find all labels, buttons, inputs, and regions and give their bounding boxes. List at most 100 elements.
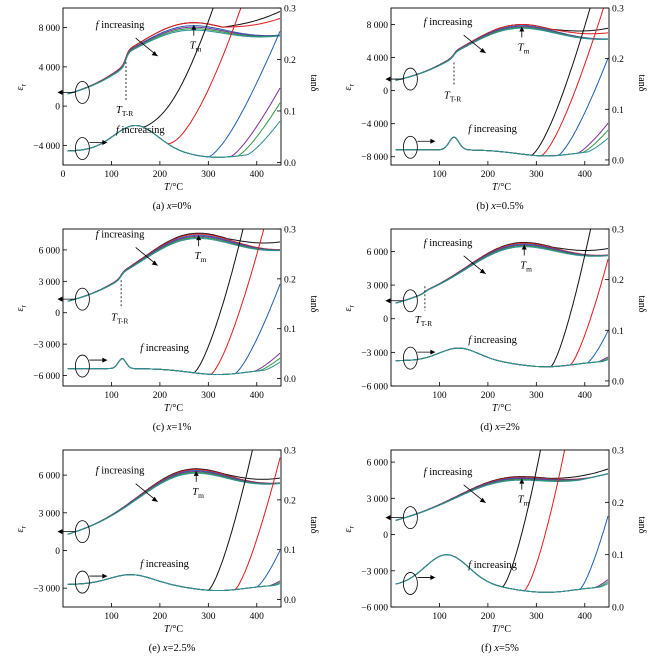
arrow-head bbox=[57, 296, 63, 302]
eps-series-line bbox=[67, 470, 281, 535]
eps-series-line bbox=[67, 29, 281, 95]
tan-curve-marker bbox=[402, 572, 418, 595]
x-tick-label: 400 bbox=[250, 391, 265, 401]
y-left-tick-label: 4 000 bbox=[367, 54, 389, 64]
y-right-tick-label: 0.1 bbox=[284, 546, 296, 556]
eps-series-line bbox=[67, 472, 281, 535]
eps-curve-marker bbox=[74, 287, 90, 311]
x-tick-label: 200 bbox=[153, 170, 168, 180]
curves-group bbox=[395, 450, 609, 593]
tan-curve-marker bbox=[74, 354, 90, 378]
y-left-tick-label: 6 000 bbox=[39, 246, 61, 256]
y-left-tick-label: 6 000 bbox=[367, 459, 389, 469]
y-right-tick-label: 0.1 bbox=[612, 106, 624, 116]
arrow-head bbox=[196, 235, 202, 241]
tm-label: Tm bbox=[192, 487, 204, 500]
plot-frame bbox=[62, 449, 282, 608]
y-left-axis-label: εr bbox=[343, 305, 356, 312]
y-right-tick-label: 0.2 bbox=[612, 55, 624, 65]
y-right-tick-label: 0.0 bbox=[612, 377, 624, 387]
tan-curve-marker bbox=[74, 570, 90, 594]
f-increasing-label: f increasing bbox=[96, 466, 145, 477]
arrow-head bbox=[385, 76, 391, 82]
tan-curve-marker bbox=[74, 137, 90, 160]
arrow-head bbox=[191, 24, 197, 30]
plot-frame bbox=[62, 228, 282, 387]
curves-group bbox=[395, 8, 609, 157]
eps-series-line bbox=[67, 26, 281, 95]
y-right-tick-label: 0.3 bbox=[284, 447, 296, 457]
y-right-tick-label: 0.3 bbox=[612, 447, 624, 457]
x-tick-label: 200 bbox=[481, 391, 496, 401]
curves-group bbox=[67, 229, 281, 375]
plot-frame bbox=[62, 7, 282, 166]
x-tick-label: 200 bbox=[153, 612, 168, 622]
x-tick-label: 100 bbox=[104, 612, 119, 622]
y-left-axis-label: εr bbox=[15, 305, 28, 312]
y-right-axis-label: tanδ bbox=[308, 296, 319, 313]
eps-series-line bbox=[67, 469, 281, 535]
chart-panel: 100 200 300 400 −3 000 0 3 000 6 000 0.0 0.1 0.2 0.… bbox=[15, 447, 319, 655]
arrow-head bbox=[385, 298, 391, 304]
arrow-head bbox=[57, 529, 63, 535]
x-tick-label: 300 bbox=[201, 612, 216, 622]
tan-curve-marker bbox=[402, 346, 418, 370]
y-right-tick-label: 0.0 bbox=[284, 596, 296, 606]
y-left-tick-label: −4 000 bbox=[33, 142, 60, 152]
tan-curve-marker bbox=[402, 135, 418, 159]
f-increasing-label: f increasing bbox=[116, 125, 165, 136]
chart-panel: 100 200 300 400 −6 000 −3 000 0 3 000 6 000 0.0 0.… bbox=[15, 226, 319, 434]
ttr-label: TT-R bbox=[444, 91, 461, 104]
tm-label: Tm bbox=[190, 41, 202, 54]
y-left-tick-label: 0 bbox=[383, 87, 388, 97]
tan-series-line bbox=[395, 450, 566, 592]
f-increasing-label: f increasing bbox=[140, 559, 189, 570]
y-left-axis-label: εr bbox=[343, 526, 356, 533]
y-right-axis-label: tanδ bbox=[308, 517, 319, 534]
arrow-head bbox=[151, 496, 158, 502]
tan-series-line bbox=[67, 358, 281, 375]
y-right-tick-label: 0.1 bbox=[612, 327, 624, 337]
y-left-tick-label: 0 bbox=[383, 531, 388, 541]
curves-group bbox=[67, 450, 281, 591]
y-right-axis-label: tanδ bbox=[308, 75, 319, 92]
y-right-tick-label: 0.2 bbox=[284, 275, 296, 285]
y-left-tick-label: −3 000 bbox=[33, 341, 60, 351]
ttr-label: TT-R bbox=[111, 313, 128, 326]
x-tick-label: 400 bbox=[578, 391, 593, 401]
f-increasing-label: f increasing bbox=[468, 560, 517, 571]
y-left-tick-label: 3 000 bbox=[367, 282, 389, 292]
y-left-tick-label: 8 000 bbox=[367, 21, 389, 31]
arrow-head bbox=[521, 244, 527, 250]
y-right-tick-label: 0.3 bbox=[284, 226, 296, 236]
plot-frame bbox=[390, 449, 610, 608]
y-left-tick-label: 8 000 bbox=[39, 24, 61, 34]
arrow-head bbox=[385, 515, 391, 521]
chart-panel: 100 200 300 400 −6 000 −3 000 0 3 000 6 000 0.0 0.… bbox=[343, 226, 647, 434]
y-right-tick-label: 0.0 bbox=[612, 156, 624, 166]
arrow-head bbox=[430, 349, 436, 355]
tan-series-line bbox=[67, 229, 244, 374]
y-right-tick-label: 0.3 bbox=[612, 5, 624, 15]
y-right-tick-label: 0.0 bbox=[612, 604, 624, 614]
tan-series-line bbox=[67, 550, 281, 591]
y-left-axis-label: εr bbox=[343, 84, 356, 91]
eps-series-line bbox=[395, 242, 609, 304]
tan-series-line bbox=[67, 284, 281, 375]
eps-curve-marker bbox=[74, 520, 90, 544]
x-axis-label: T/°C bbox=[164, 624, 183, 635]
y-left-tick-label: −6 000 bbox=[361, 383, 388, 393]
tm-label: Tm bbox=[518, 495, 530, 508]
y-left-tick-label: −8 000 bbox=[361, 153, 388, 163]
eps-series-line bbox=[67, 233, 280, 302]
x-tick-label: 400 bbox=[578, 612, 593, 622]
eps-series-line bbox=[395, 27, 608, 81]
x-tick-label: 100 bbox=[432, 612, 447, 622]
chart-panel: 0 100 200 300 400 −4 000 0 4 000 8 000 0.0 0.1 0.2 0… bbox=[15, 5, 319, 213]
y-left-tick-label: 4 000 bbox=[39, 63, 61, 73]
x-axis-label: T/°C bbox=[492, 403, 511, 414]
f-increasing-label: f increasing bbox=[96, 20, 145, 31]
y-right-tick-label: 0.2 bbox=[612, 499, 624, 509]
arrow-head bbox=[479, 48, 486, 54]
